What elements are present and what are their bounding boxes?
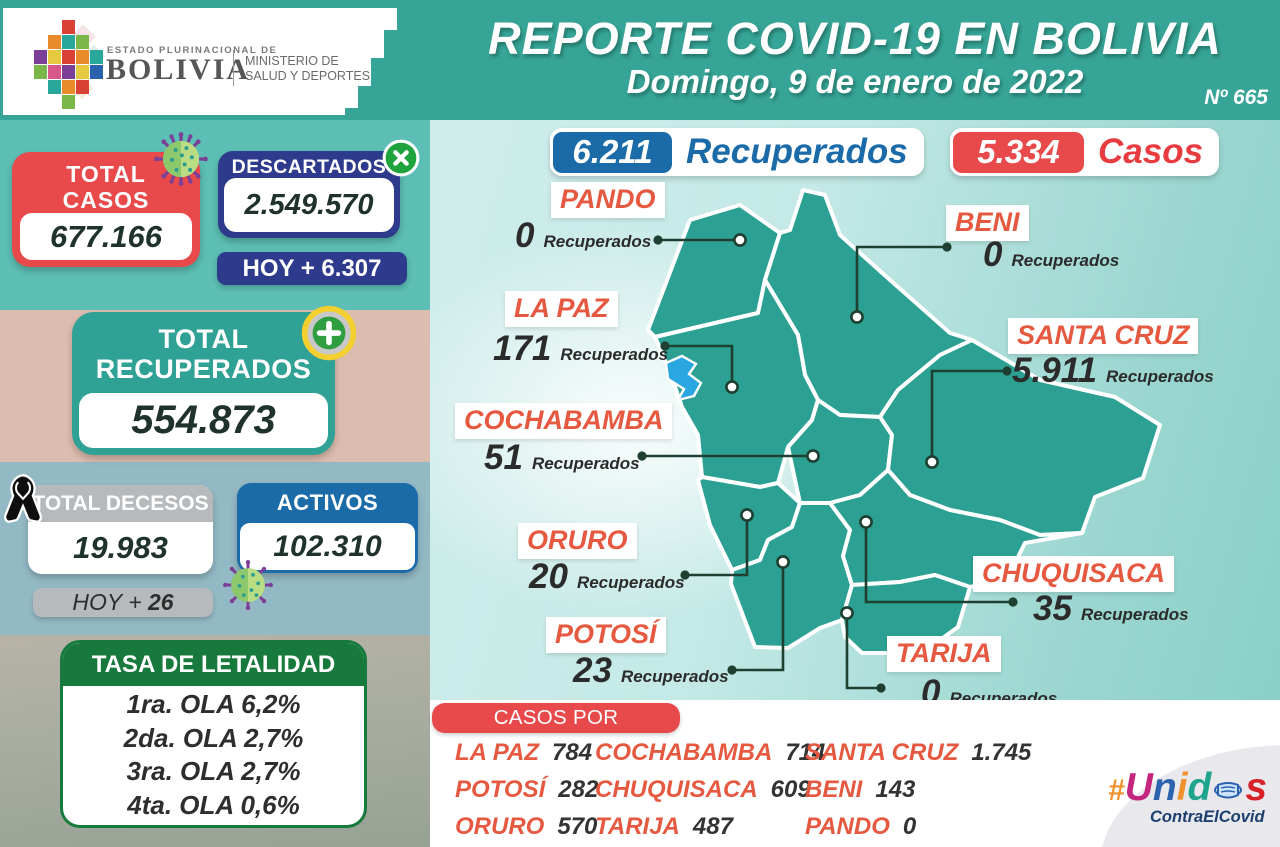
cases-cell: TARIJA 487 [595, 812, 733, 840]
bolivia-wordmark: BOLIVIA [106, 53, 251, 86]
letalidad-title: TASA DE LETALIDAD [63, 643, 364, 686]
callout-lines [642, 238, 1013, 690]
total-recuperados-value: 554.873 [131, 398, 276, 442]
recovered-row-cochabamba: 51 Recuperados [484, 438, 640, 477]
report-number: Nº 665 [1204, 86, 1268, 109]
header-white-panel [3, 8, 397, 115]
map-panel: 6.211 Recuperados 5.334 Casos PANDO BENI… [430, 120, 1280, 712]
descartados-today: HOY + 6.307 [217, 252, 407, 285]
total-decesos-card: TOTAL DECESOS 19.983 [28, 485, 213, 574]
total-casos-label-1: TOTAL [66, 161, 146, 187]
map-label-chuquisaca: CHUQUISACA [973, 556, 1175, 592]
letalidad-row: 1ra. OLA 6,2% [126, 689, 301, 719]
letalidad-row: 3ra. OLA 2,7% [126, 756, 301, 786]
descartados-card: DESCARTADOS 2.549.570 [218, 151, 400, 238]
virus-icon [223, 560, 273, 610]
plus-icon [301, 305, 357, 361]
activos-card: ACTIVOS 102.310 [237, 483, 418, 573]
decesos-today: HOY + 26 [33, 588, 213, 617]
cases-badge-label: Casos [1098, 132, 1204, 171]
cases-by-department-title: CASOS POR DEPARTAMENTO [432, 703, 680, 759]
unidos-campaign-subtitle: ContraElCovid [1150, 808, 1265, 826]
total-recuperados-card: TOTAL RECUPERADOS 554.873 [72, 312, 335, 455]
virus-icon [154, 132, 208, 186]
recovered-badge-label: Recuperados [686, 132, 908, 171]
recovered-row-potosi: 23 Recuperados [573, 651, 729, 690]
recovered-row-pando: 0 Recuperados [515, 216, 652, 255]
cases-cell: LA PAZ 784 [455, 738, 593, 766]
activos-label: ACTIVOS [276, 490, 379, 515]
recovered-row-santacruz: 5.911 Recuperados [1012, 351, 1214, 390]
map-label-tarija: TARIJA [887, 636, 1001, 672]
recovered-row-oruro: 20 Recuperados [529, 557, 685, 596]
header-divider [233, 50, 234, 86]
descartados-value: 2.549.570 [244, 188, 374, 221]
discarded-x-icon [382, 139, 420, 177]
total-casos-label-2: CASOS [62, 187, 150, 213]
recuperados-label-1: TOTAL [158, 324, 249, 354]
map-label-pando: PANDO [551, 182, 665, 218]
total-decesos-value: 19.983 [73, 530, 168, 565]
recovered-row-chuquisaca: 35 Recuperados [1033, 589, 1189, 628]
cases-by-department-table: LA PAZ 784 COCHABAMBA 714 SANTA CRUZ 1.745 … [455, 734, 1075, 845]
recuperados-label-2: RECUPERADOS [95, 354, 312, 384]
map-label-santacruz: SANTA CRUZ [1008, 318, 1199, 354]
activos-value: 102.310 [273, 529, 382, 563]
ministry-label: MINISTERIO DE SALUD Y DEPORTES [245, 54, 371, 83]
report-title: REPORTE COVID-19 EN BOLIVIA [488, 13, 1222, 64]
cases-cell: CHUQUISACA 609 [595, 775, 811, 803]
map-label-lapaz: LA PAZ [505, 291, 618, 327]
descartados-label: DESCARTADOS [231, 156, 387, 178]
cases-cell: SANTA CRUZ 1.745 [805, 738, 1032, 766]
map-region-chuquisaca [828, 468, 1084, 589]
mourning-ribbon-icon [4, 474, 42, 523]
lake-titicaca [664, 354, 703, 402]
recovered-badge-value: 6.211 [553, 131, 672, 173]
map-label-beni: BENI [946, 205, 1029, 241]
cases-cell: COCHABAMBA 714 [595, 738, 826, 766]
total-casos-value: 677.166 [49, 218, 163, 254]
map-label-oruro: ORURO [518, 523, 637, 559]
map-label-cochabamba: COCHABAMBA [455, 403, 673, 439]
estado-plurinacional-label: ESTADO PLURINACIONAL DE [107, 45, 278, 56]
callout-end-dots [637, 235, 1018, 693]
recovered-badge: 6.211 Recuperados [550, 128, 924, 176]
cases-cell: BENI 143 [805, 775, 916, 803]
cases-badge: 5.334 Casos [950, 128, 1220, 176]
cases-cell: PANDO 0 [805, 812, 917, 840]
unidos-campaign-logo: #Unid s [1108, 766, 1268, 809]
letalidad-row: 2da. OLA 2,7% [123, 722, 304, 753]
face-mask-icon [1214, 782, 1243, 799]
letalidad-row: 4ta. OLA 0,6% [127, 789, 300, 820]
bolivia-map [637, 188, 1162, 693]
cases-badge-value: 5.334 [953, 131, 1084, 173]
bolivia-chakana-logo [34, 20, 106, 109]
report-date: Domingo, 9 de enero de 2022 [626, 63, 1084, 100]
map-marker-dots [725, 233, 939, 620]
cases-cell: POTOSÍ 282 [455, 775, 599, 803]
letalidad-card: TASA DE LETALIDAD 1ra. OLA 6,2% 2da. OLA… [60, 640, 367, 828]
total-decesos-label: TOTAL DECESOS [28, 485, 213, 522]
map-label-potosi: POTOSÍ [546, 617, 666, 653]
cases-cell: ORURO 570 [455, 812, 598, 840]
recovered-row-beni: 0 Recuperados [983, 235, 1120, 274]
recovered-row-lapaz: 171 Recuperados [493, 329, 669, 368]
